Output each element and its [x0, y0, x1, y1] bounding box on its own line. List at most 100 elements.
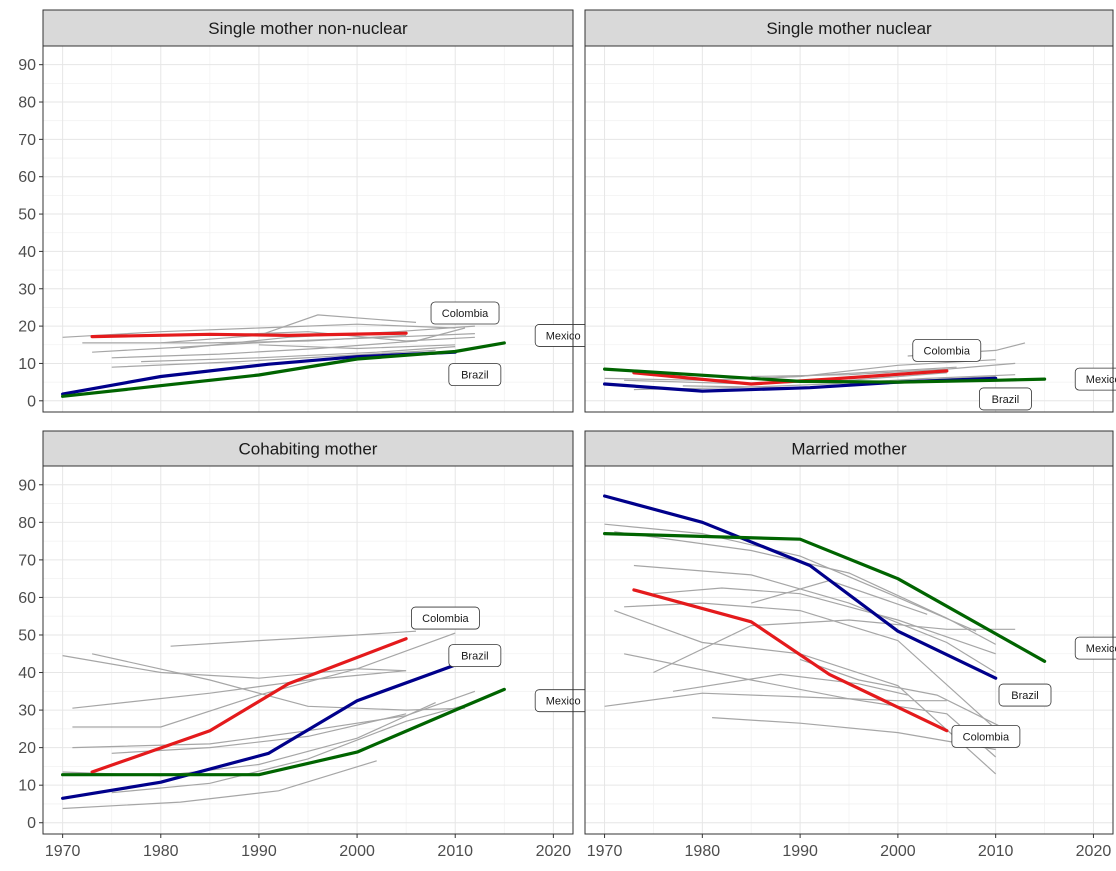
y-tick-label: 60	[18, 590, 36, 607]
x-tick-label: 1990	[241, 843, 277, 860]
y-tick-label: 50	[18, 207, 36, 224]
country-label-colombia: Colombia	[951, 724, 1021, 748]
y-tick-label: 20	[18, 740, 36, 757]
x-tick-label: 1970	[587, 843, 623, 860]
series-line-mexico	[603, 367, 1047, 384]
y-tick-label: 10	[18, 356, 36, 373]
background-series-line	[633, 564, 997, 674]
background-series-line	[258, 344, 456, 350]
country-label-box	[951, 724, 1021, 748]
y-tick-label: 30	[18, 703, 36, 720]
x-tick-label: 2000	[880, 843, 916, 860]
facet-strip	[42, 430, 574, 467]
facet-strip-title: Single mother non-nuclear	[208, 19, 408, 38]
facet-strip	[42, 9, 574, 47]
x-tick-label: 2020	[1076, 843, 1112, 860]
y-tick-label: 70	[18, 552, 36, 569]
y-tick-label: 50	[18, 627, 36, 644]
country-label-text: Colombia	[963, 731, 1010, 743]
background-series-line	[712, 717, 996, 751]
country-label-mexico: Mexico	[1074, 367, 1116, 391]
background-series-line	[111, 327, 466, 359]
background-series-line	[624, 602, 997, 730]
country-label-text: Mexico	[546, 696, 581, 708]
country-label-brazil: Brazil	[998, 683, 1052, 707]
background-series-line	[672, 673, 908, 696]
panel-cohabiting-mother: Colombia Brazil Mexico Cohabiting mother 0 10…	[18, 430, 592, 860]
background-series-line	[653, 587, 996, 655]
x-tick-label: 2020	[536, 843, 572, 860]
y-tick-label: 70	[18, 132, 36, 149]
background-series-line	[799, 658, 1006, 730]
country-label-box	[979, 387, 1032, 411]
country-label-brazil: Brazil	[448, 363, 502, 387]
country-label-text: Brazil	[461, 370, 489, 382]
country-label-box	[448, 644, 502, 668]
series-line-brazil	[603, 494, 998, 680]
y-tick-label: 20	[18, 319, 36, 336]
background-series-line	[111, 349, 436, 368]
y-tick-label: 40	[18, 665, 36, 682]
background-series-line	[141, 346, 456, 363]
x-tick-label: 2000	[339, 843, 375, 860]
country-label-text: Brazil	[1011, 690, 1039, 702]
panel-single-mother-nuclear: Colombia Mexico Brazil Single mother nuclea…	[584, 9, 1116, 413]
background-series-line	[111, 713, 407, 754]
country-label-text: Colombia	[924, 345, 971, 357]
country-label-text: Brazil	[461, 651, 489, 663]
x-tick-label: 1970	[45, 843, 81, 860]
facet-strip-title: Single mother nuclear	[766, 19, 932, 38]
background-series-line	[91, 653, 466, 711]
background-series-line	[604, 523, 977, 632]
background-series-line	[653, 619, 1016, 674]
background-series-line	[62, 760, 377, 810]
series-line-mexico	[61, 341, 506, 398]
y-tick-label: 80	[18, 95, 36, 112]
country-label-text: Colombia	[422, 613, 469, 625]
country-label-text: Colombia	[442, 308, 489, 320]
country-label-brazil: Brazil	[979, 387, 1032, 411]
series-line-mexico	[61, 687, 506, 777]
series-line-colombia	[632, 588, 949, 733]
series-line-brazil	[61, 663, 457, 800]
facet-strip	[584, 9, 1114, 47]
background-series-line	[111, 702, 476, 794]
x-tick-label: 2010	[437, 843, 473, 860]
country-label-box	[1074, 367, 1116, 391]
x-tick-label: 1980	[143, 843, 179, 860]
background-series-line	[170, 630, 417, 647]
country-label-box	[448, 363, 502, 387]
country-label-box	[430, 301, 500, 325]
y-tick-label: 80	[18, 515, 36, 532]
country-label-box	[1074, 636, 1116, 660]
facet-strip-title: Married mother	[791, 440, 907, 459]
background-series-line	[614, 531, 996, 645]
country-label-colombia: Colombia	[912, 338, 982, 362]
background-series-line	[62, 323, 456, 338]
y-tick-label: 90	[18, 477, 36, 494]
y-tick-label: 0	[27, 815, 36, 832]
country-label-box	[998, 683, 1052, 707]
country-label-colombia: Colombia	[430, 301, 500, 325]
country-label-text: Mexico	[1086, 643, 1116, 655]
country-label-text: Mexico	[546, 330, 581, 342]
x-tick-label: 1980	[685, 843, 721, 860]
x-tick-label: 2010	[978, 843, 1014, 860]
facet-strip	[584, 430, 1114, 467]
background-series-line	[160, 314, 417, 344]
country-label-box	[912, 338, 982, 362]
background-series-line	[751, 362, 1016, 378]
background-series-line	[633, 374, 1016, 391]
y-tick-label: 0	[27, 393, 36, 410]
country-label-mexico: Mexico	[1074, 636, 1116, 660]
country-label-box	[411, 606, 480, 630]
background-series-line	[92, 333, 475, 353]
background-series-line	[72, 632, 456, 728]
country-label-brazil: Brazil	[448, 644, 502, 668]
country-label-text: Brazil	[992, 394, 1020, 406]
x-tick-label: 1990	[782, 843, 818, 860]
series-line-colombia	[90, 637, 408, 774]
y-tick-label: 10	[18, 778, 36, 795]
